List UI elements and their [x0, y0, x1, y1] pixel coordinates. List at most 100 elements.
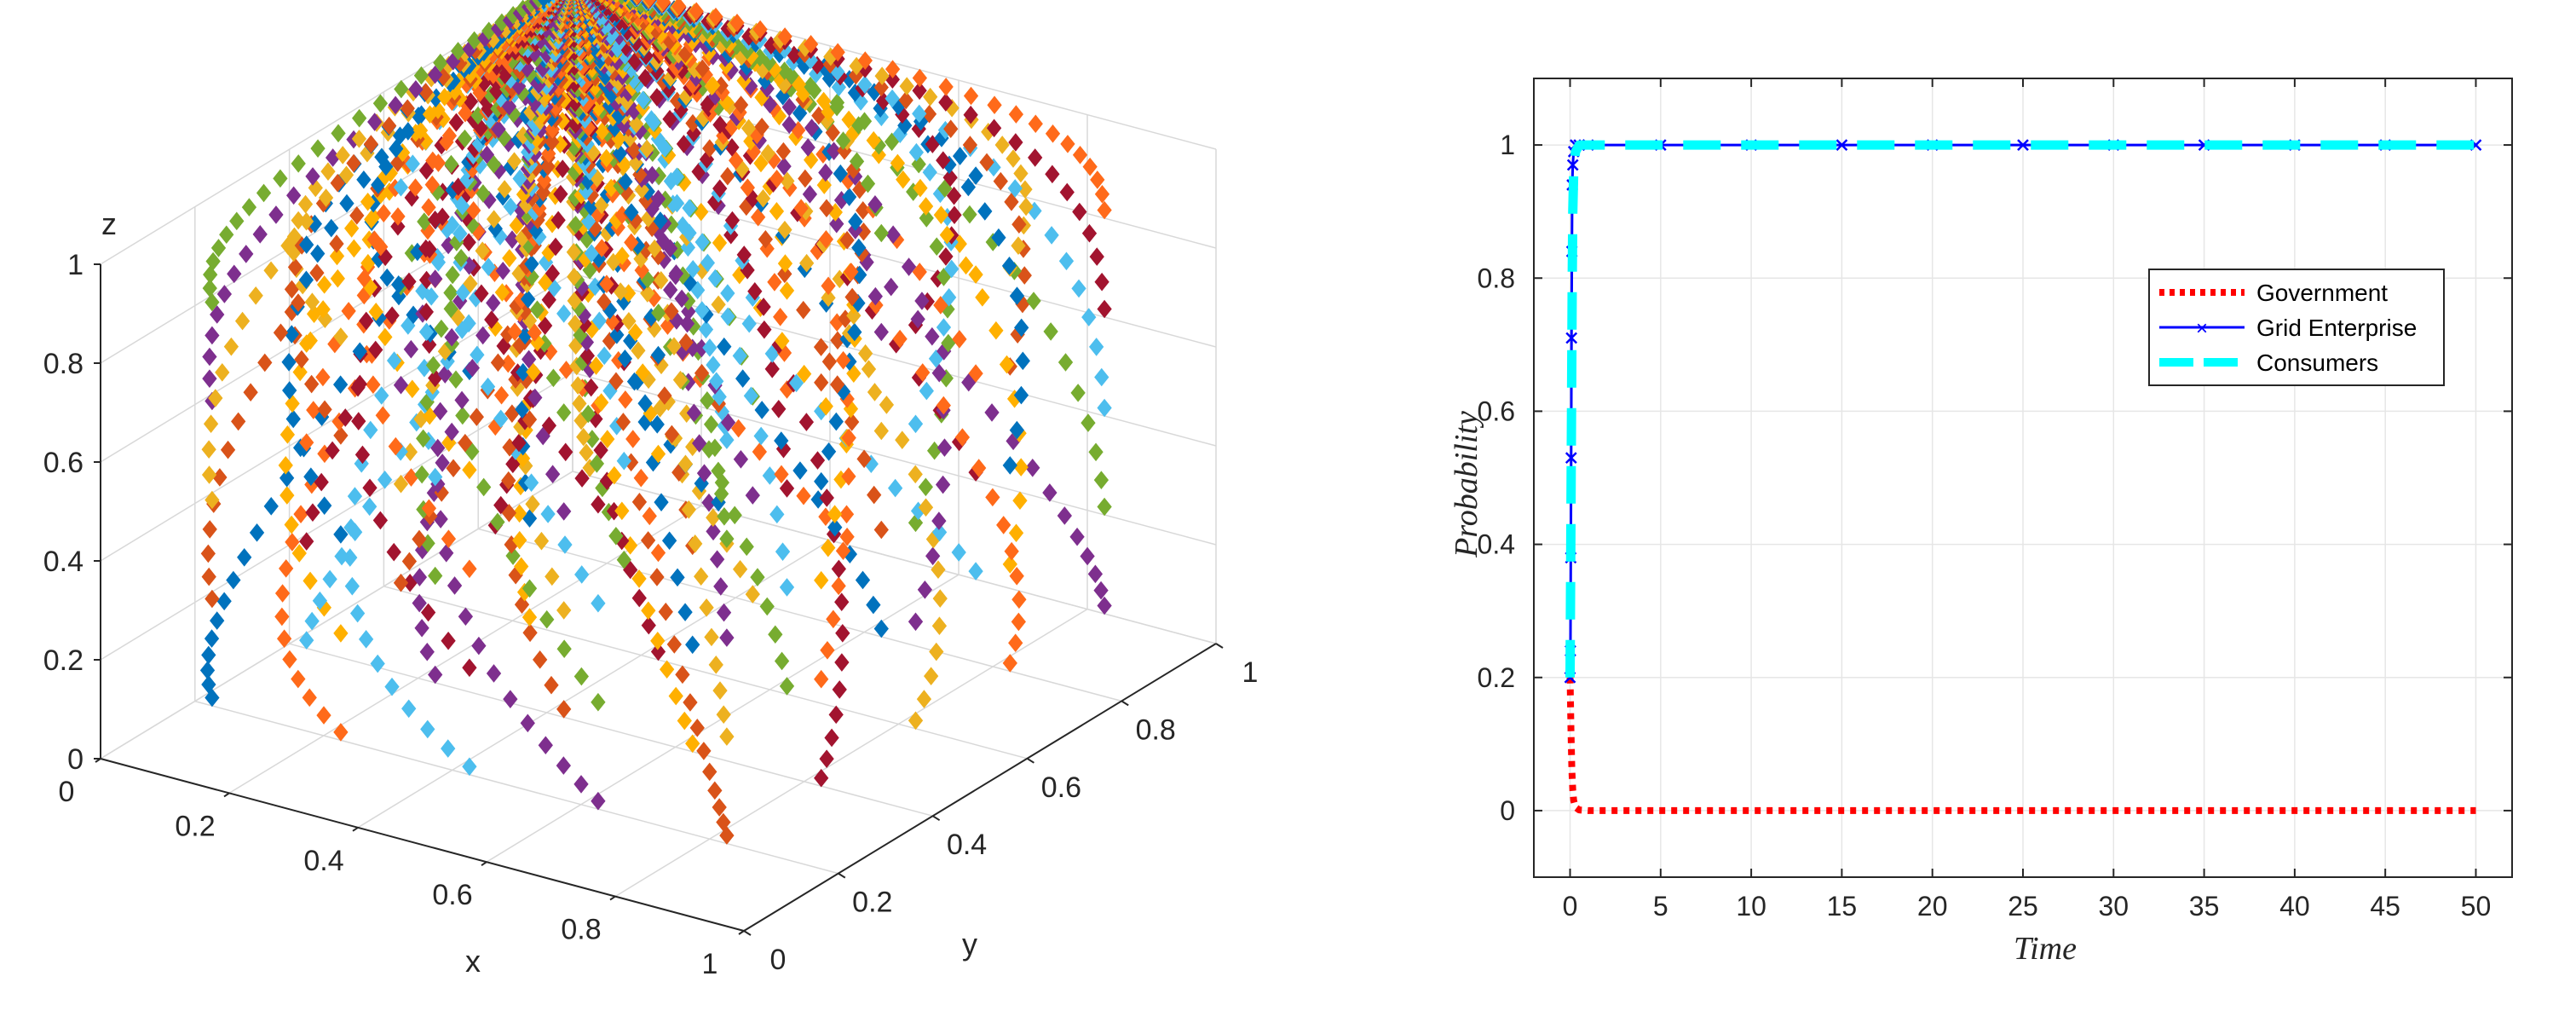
trajectory-point [711, 295, 726, 315]
x-tick-label: 50 [2461, 891, 2492, 921]
trajectory-point [591, 311, 607, 331]
trajectory-point [555, 159, 570, 178]
trajectory-point [752, 20, 768, 39]
trajectory-point [584, 378, 599, 397]
trajectory-point [427, 65, 443, 84]
trajectory-point [437, 88, 452, 107]
trajectory-point [861, 360, 877, 378]
trajectory-point [933, 296, 948, 315]
trajectory-point [908, 414, 924, 434]
trajectory-point [835, 541, 851, 561]
trajectory-point [388, 436, 403, 456]
trajectory-point [1093, 471, 1109, 489]
trajectory-point [968, 364, 983, 383]
trajectory-point [329, 234, 344, 253]
trajectory-point [968, 166, 983, 185]
trajectory-point [672, 370, 689, 390]
trajectory-point [325, 441, 340, 460]
trajectory-point [486, 210, 502, 228]
trajectory-point [201, 465, 217, 484]
trajectory-point [529, 300, 545, 320]
trajectory-point [708, 7, 723, 26]
trajectory-point [634, 261, 649, 280]
trajectory-point [644, 165, 660, 185]
z-tick-label: 0.6 [43, 447, 84, 479]
trajectory-point [594, 239, 609, 257]
trajectory-point [655, 0, 671, 12]
trajectory-point [215, 363, 230, 382]
trajectory-point [607, 465, 622, 485]
trajectory-point [824, 728, 839, 748]
trajectory-point [796, 300, 811, 320]
trajectory-point [428, 566, 443, 586]
trajectory-point [556, 700, 572, 719]
trajectory-point [962, 205, 977, 224]
trajectory-point [657, 386, 672, 405]
trajectory-point [774, 465, 789, 484]
trajectory-point [479, 145, 495, 165]
trajectory-point [678, 332, 694, 352]
trajectory-point [268, 205, 284, 224]
trajectory-point [573, 0, 577, 2]
trajectory-point [968, 265, 983, 284]
trajectory-point [401, 122, 416, 141]
y-tick-label: 0.4 [1478, 529, 1515, 560]
trajectory-point [654, 271, 669, 290]
trajectory-point [349, 604, 366, 623]
trajectory-point [445, 265, 460, 285]
trajectory-point [412, 529, 427, 549]
trajectory-point [276, 629, 292, 649]
trajectory-point [556, 756, 571, 775]
trajectory-point [393, 177, 409, 197]
trajectory-point [203, 265, 218, 284]
trajectory-point [866, 595, 881, 615]
trajectory-point [1008, 523, 1024, 543]
trajectory-point [386, 542, 401, 562]
x-tick-label: 0 [1563, 891, 1578, 921]
z-tick-label: 0.4 [43, 546, 84, 578]
trajectory-point [285, 533, 300, 552]
trajectory-point [631, 569, 647, 588]
tick-labels-3d: 0 0.2 0.4 0.6 0.8 1 0 0.2 0.4 0.6 0.8 1 0 0.2 0.4 0.6 0.… [43, 249, 1259, 980]
trajectory-point [704, 627, 719, 647]
trajectory-point [366, 230, 383, 249]
trajectory-point [626, 141, 642, 160]
trajectory-point [741, 314, 757, 333]
trajectory-point [591, 791, 606, 811]
trajectory-point [362, 478, 377, 498]
trajectory-point [333, 426, 349, 445]
trajectory-point [352, 342, 367, 361]
trajectory-point [424, 175, 440, 194]
trajectory-point [867, 286, 883, 306]
trajectory-point [753, 426, 769, 446]
trajectory-point [707, 781, 723, 800]
trajectory-point [922, 163, 937, 182]
trajectory-point [201, 567, 216, 586]
trajectory-point [775, 87, 791, 106]
trajectory-point [1070, 384, 1086, 402]
trajectory-point [461, 233, 476, 252]
trajectory-point [756, 298, 771, 316]
trajectory-point [527, 388, 543, 407]
trajectory-point [320, 162, 336, 181]
trajectory-point [441, 631, 456, 650]
trajectory-point [933, 205, 949, 224]
trajectory-point [475, 326, 491, 345]
trajectory-point [425, 355, 441, 375]
trajectory-point [201, 645, 216, 665]
trajectory-point [291, 211, 306, 230]
trajectory-point [201, 440, 216, 459]
trajectory-point [609, 326, 625, 344]
trajectory-point [677, 711, 692, 731]
trajectory-point [873, 322, 889, 342]
trajectory-point [634, 180, 649, 199]
trajectory-point [441, 126, 458, 146]
trajectory-point [1081, 413, 1096, 432]
trajectory-point [777, 264, 792, 284]
trajectory-point [569, 0, 573, 3]
trajectory-point [391, 286, 406, 306]
grid-line [383, 586, 1028, 760]
trajectory-point [466, 201, 481, 220]
trajectory-point [895, 430, 910, 449]
trajectory-point [939, 225, 955, 245]
